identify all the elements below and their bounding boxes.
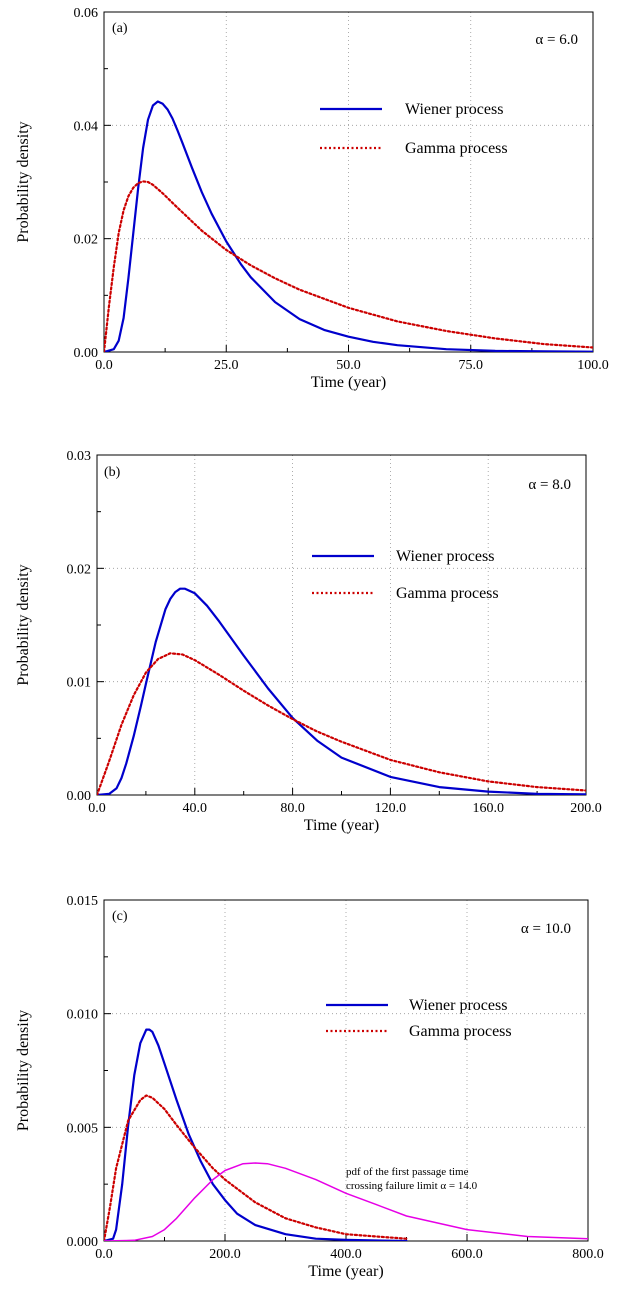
y-axis-title: Probability density	[15, 564, 32, 685]
panel-label: (a)	[112, 21, 128, 36]
x-tick-label: 50.0	[336, 358, 361, 373]
x-tick-label: 0.0	[95, 1247, 113, 1262]
alpha-label: α = 8.0	[528, 477, 571, 493]
alpha-label: α = 10.0	[521, 921, 571, 937]
legend-label: Wiener process	[405, 101, 503, 118]
y-tick-label: 0.015	[67, 894, 99, 909]
series-line-wiener-process	[104, 100, 593, 352]
x-tick-label: 0.0	[95, 358, 113, 373]
series-line-gamma-process	[97, 652, 586, 795]
x-axis-title: Time (year)	[308, 1263, 383, 1280]
y-tick-label: 0.02	[74, 233, 99, 248]
x-axis-title: Time (year)	[304, 817, 379, 834]
panel-label: (b)	[104, 465, 121, 480]
y-axis-title: Probability density	[15, 121, 32, 242]
x-tick-label: 80.0	[280, 801, 305, 816]
y-tick-label: 0.00	[74, 346, 99, 361]
x-tick-label: 600.0	[451, 1247, 483, 1262]
y-tick-label: 0.06	[74, 6, 99, 21]
legend-label: Wiener process	[396, 548, 494, 565]
series-line-gamma-process	[104, 180, 593, 352]
series-line-gamma-process	[104, 1094, 408, 1241]
y-tick-label: 0.04	[74, 119, 99, 134]
legend-label: Wiener process	[409, 997, 507, 1014]
x-tick-label: 75.0	[459, 358, 484, 373]
y-tick-label: 0.03	[67, 449, 92, 464]
x-tick-label: 160.0	[472, 801, 504, 816]
series-line-wiener-process	[104, 1028, 408, 1241]
y-tick-label: 0.005	[67, 1121, 99, 1136]
x-tick-label: 25.0	[214, 358, 239, 373]
annotation-text: pdf of the first passage time	[346, 1166, 469, 1178]
y-tick-label: 0.01	[67, 676, 92, 691]
x-tick-label: 40.0	[183, 801, 208, 816]
chart-panel-2: 0.0 40.0 80.0 120.0 160.0 200.0 0.00 0.01 0.02 0.…	[15, 449, 602, 834]
alpha-label: α = 6.0	[535, 32, 578, 48]
series-line-failure-limit	[104, 1162, 588, 1241]
x-tick-label: 200.0	[570, 801, 602, 816]
y-tick-label: 0.010	[67, 1008, 99, 1023]
y-tick-label: 0.02	[67, 562, 92, 577]
x-tick-label: 0.0	[88, 801, 106, 816]
legend-label: Gamma process	[409, 1023, 512, 1040]
series-line-wiener-process	[97, 587, 586, 795]
x-tick-label: 800.0	[572, 1247, 604, 1262]
y-tick-label: 0.000	[67, 1235, 99, 1250]
y-axis-title: Probability density	[15, 1010, 32, 1131]
plot-frame	[96, 454, 587, 796]
annotation-text: crossing failure limit α = 14.0	[346, 1180, 478, 1192]
chart-panel-3: 0.0 200.0 400.0 600.0 800.0 0.000 0.005 0.010 0.…	[15, 894, 604, 1280]
x-tick-label: 120.0	[375, 801, 407, 816]
legend-label: Gamma process	[405, 140, 508, 157]
y-tick-label: 0.00	[67, 789, 92, 804]
x-tick-label: 400.0	[330, 1247, 362, 1262]
x-tick-label: 100.0	[577, 358, 609, 373]
legend-label: Gamma process	[396, 585, 499, 602]
chart-panel-1: 0.0 25.0 50.0 75.0 100.0 0.00 0.02 0.04 0.06 Time…	[15, 6, 609, 391]
x-axis-title: Time (year)	[311, 374, 386, 391]
x-tick-label: 200.0	[209, 1247, 241, 1262]
panel-label: (c)	[112, 909, 128, 924]
